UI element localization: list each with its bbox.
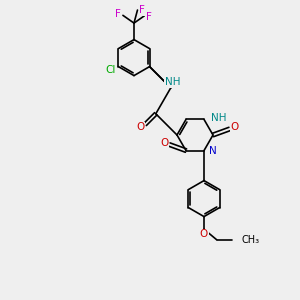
Text: F: F	[139, 5, 145, 15]
Text: CH₃: CH₃	[242, 235, 260, 245]
Text: O: O	[231, 122, 239, 133]
Text: NH: NH	[164, 77, 180, 87]
Text: F: F	[146, 12, 152, 22]
Text: O: O	[200, 229, 208, 239]
Text: O: O	[136, 122, 145, 132]
Text: N: N	[209, 146, 217, 156]
Text: NH: NH	[211, 113, 226, 123]
Text: Cl: Cl	[106, 64, 116, 75]
Text: F: F	[116, 9, 122, 19]
Text: O: O	[160, 138, 168, 148]
